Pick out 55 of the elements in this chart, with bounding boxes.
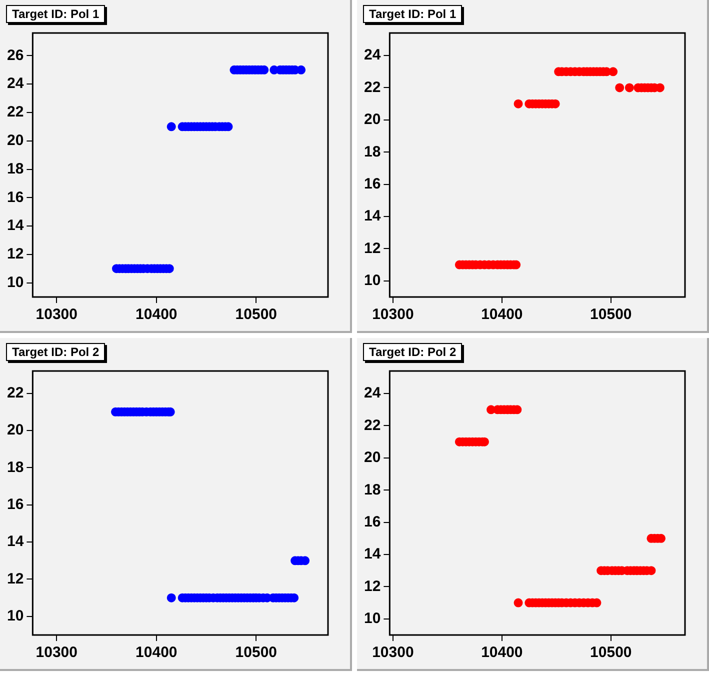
y-tick-label: 10 — [6, 274, 24, 291]
x-tick-label: 10500 — [590, 644, 632, 662]
x-tick-label: 10300 — [372, 306, 414, 324]
y-tick-label: 14 — [6, 217, 24, 234]
y-tick-label: 18 — [364, 481, 381, 498]
x-tick-label: 10400 — [136, 644, 178, 662]
y-tick-label: 22 — [364, 78, 381, 96]
y-tick-label: 20 — [364, 111, 381, 128]
x-tick-label: 10500 — [235, 644, 278, 662]
y-tick-label: 20 — [6, 132, 24, 150]
point — [615, 83, 624, 92]
chart-title: Target ID: Pol 2 — [363, 343, 462, 361]
y-tick-label: 12 — [364, 240, 381, 257]
y-tick-label: 20 — [6, 422, 24, 439]
x-tick-label: 10300 — [36, 306, 78, 324]
x-tick-label: 10300 — [372, 644, 414, 662]
y-tick-label: 12 — [6, 246, 24, 263]
x-tick-label: 10400 — [481, 306, 523, 324]
chart-title: Target ID: Pol 1 — [6, 5, 106, 23]
x-tick-label: 10500 — [235, 306, 278, 324]
y-tick-label: 14 — [364, 208, 382, 225]
chart-title: Target ID: Pol 1 — [363, 5, 462, 23]
y-tick-label: 22 — [6, 104, 24, 121]
y-tick-label: 26 — [6, 46, 24, 64]
point — [166, 122, 176, 132]
y-tick-label: 10 — [364, 272, 381, 290]
y-tick-label: 10 — [364, 610, 381, 628]
y-tick-label: 16 — [364, 513, 381, 530]
y-tick-label: 16 — [6, 496, 24, 513]
y-tick-label: 18 — [6, 160, 24, 178]
y-tick-label: 10 — [6, 608, 24, 625]
point — [514, 598, 523, 608]
y-tick-label: 14 — [364, 546, 382, 563]
x-tick-label: 10300 — [36, 644, 78, 662]
y-tick-label: 12 — [364, 578, 381, 595]
point — [608, 67, 618, 76]
point — [514, 99, 523, 108]
y-tick-label: 24 — [364, 46, 382, 64]
y-tick-label: 14 — [6, 533, 24, 550]
y-tick-label: 16 — [364, 175, 381, 192]
y-tick-label: 16 — [6, 188, 24, 206]
point — [166, 593, 176, 602]
y-tick-label: 12 — [6, 570, 24, 588]
chart-title: Target ID: Pol 2 — [6, 343, 106, 361]
y-tick-label: 22 — [6, 384, 24, 402]
y-tick-label: 24 — [6, 75, 24, 92]
y-tick-label: 18 — [6, 458, 24, 476]
y-tick-label: 22 — [364, 416, 381, 434]
y-tick-label: 24 — [364, 384, 382, 402]
x-tick-label: 10400 — [136, 306, 178, 324]
y-tick-label: 20 — [364, 449, 381, 466]
point — [624, 83, 634, 92]
x-tick-label: 10400 — [481, 644, 523, 662]
y-tick-label: 18 — [364, 143, 381, 160]
x-tick-label: 10500 — [590, 306, 632, 324]
